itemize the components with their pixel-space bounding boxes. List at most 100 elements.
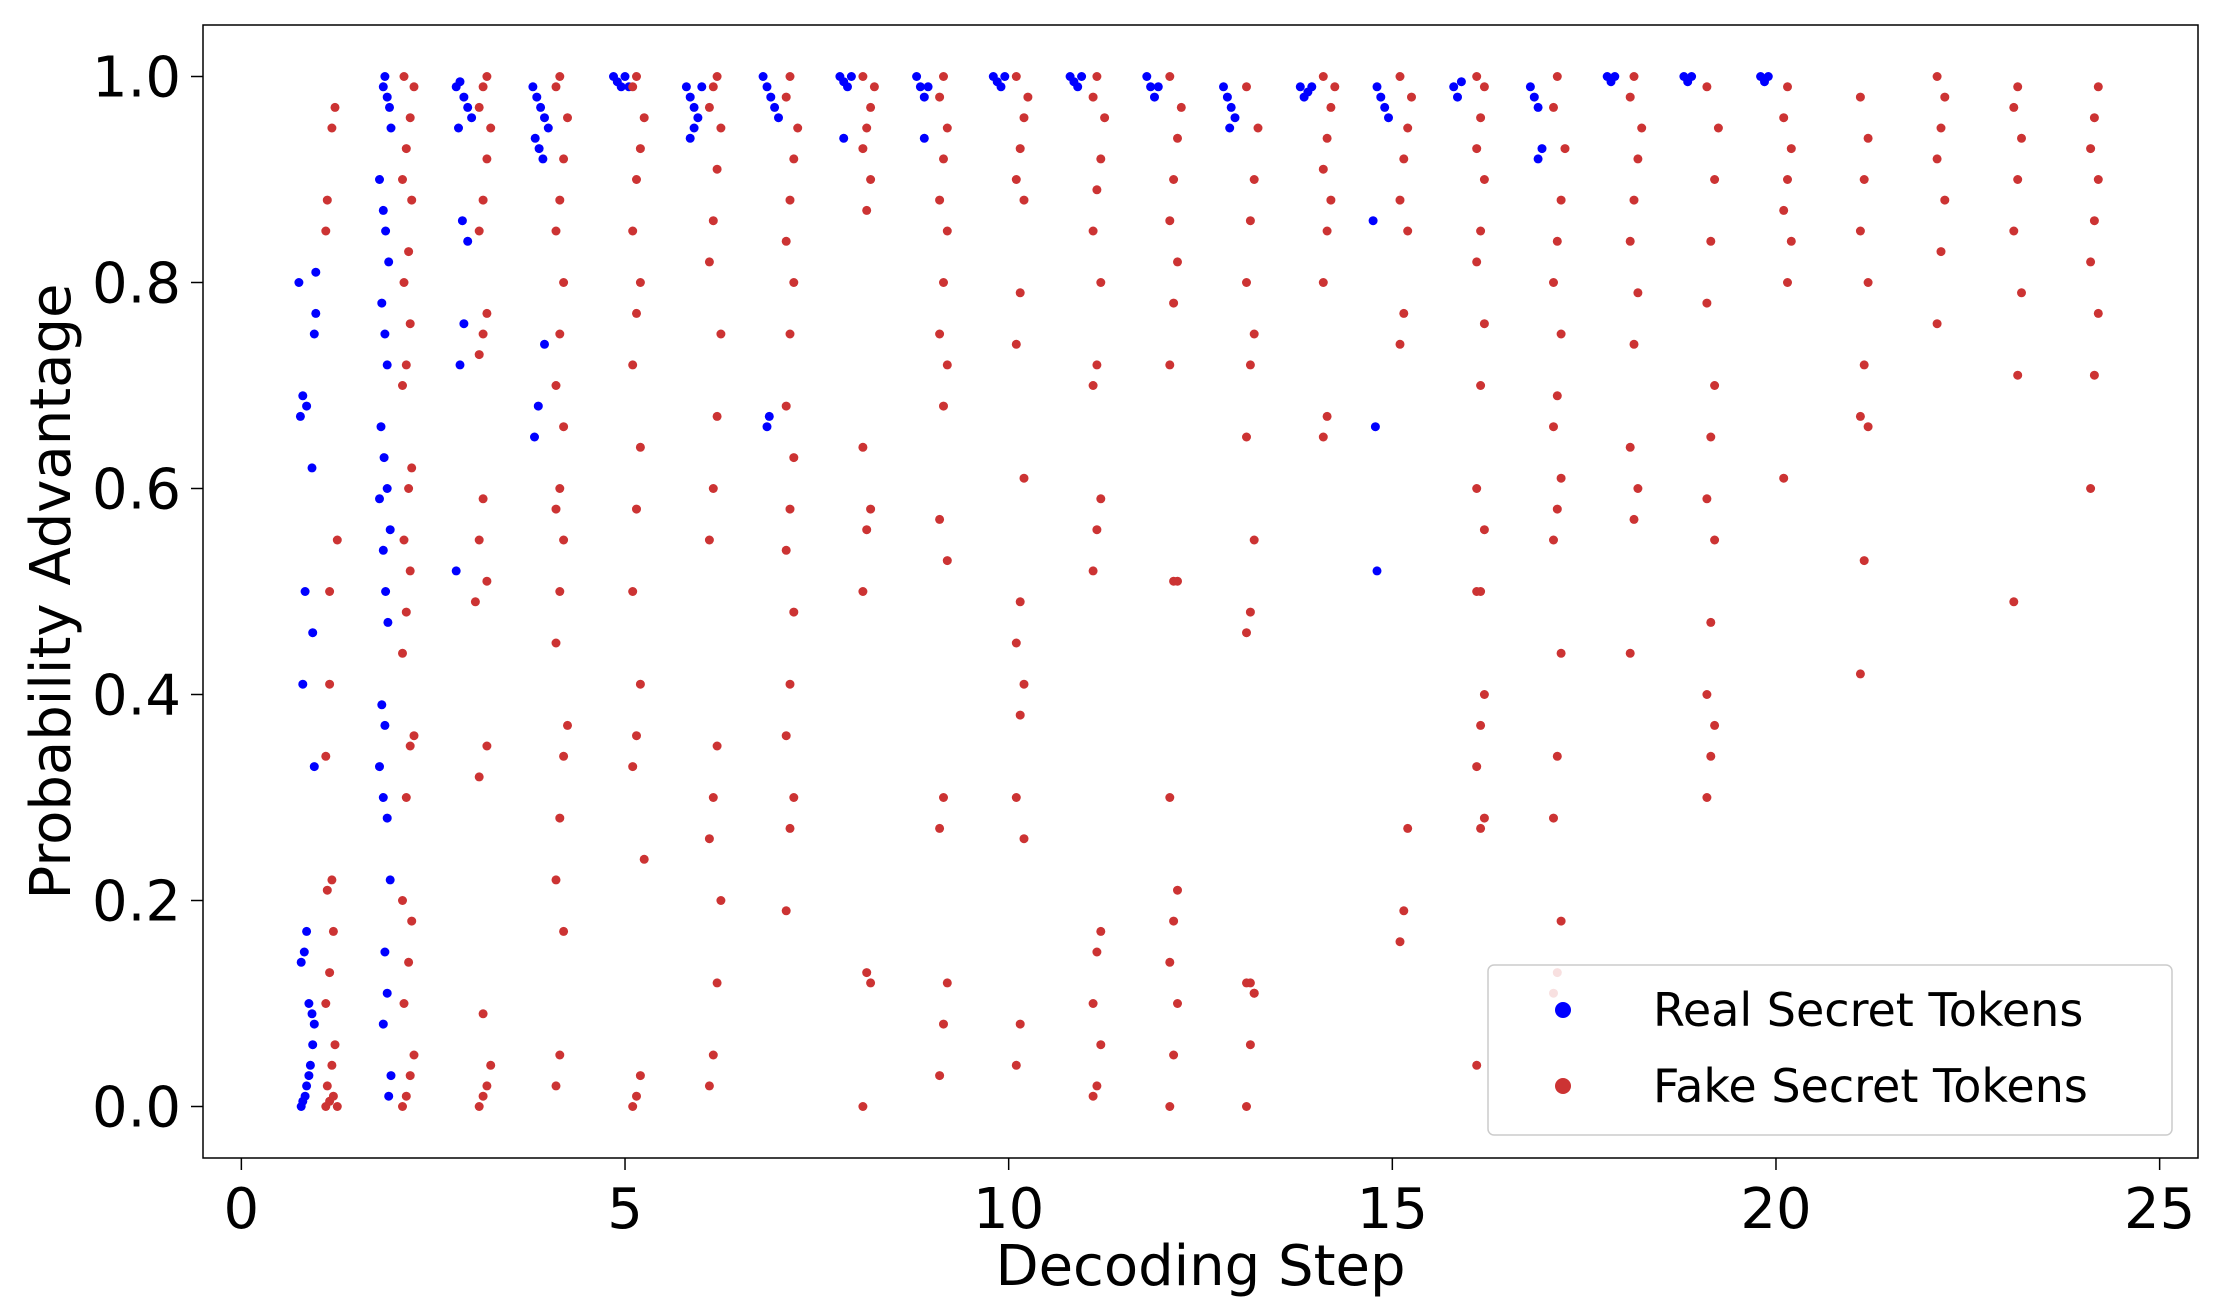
fake-token-point-7 [321, 999, 331, 1008]
fake-token-point-215 [1165, 957, 1175, 967]
real-token-point-17 [309, 329, 319, 339]
fake-token-point-236 [1245, 607, 1255, 617]
fake-token-point-107 [639, 113, 649, 123]
fake-token-point-243 [1249, 175, 1259, 184]
fake-token-point-346 [1863, 133, 1873, 143]
real-token-point-71 [543, 123, 553, 133]
real-token-point-9 [299, 947, 309, 957]
fake-token-point-193 [1011, 72, 1021, 81]
fake-token-point-205 [1096, 278, 1106, 287]
fake-token-point-143 [793, 123, 803, 133]
real-token-point-88 [689, 123, 699, 133]
fake-token-point-367 [2089, 216, 2099, 226]
fake-token-point-358 [2009, 226, 2019, 236]
fake-token-point-303 [1552, 72, 1562, 81]
fake-token-point-90 [555, 72, 565, 81]
real-token-point-73 [534, 144, 544, 154]
fake-token-point-321 [1710, 535, 1720, 545]
fake-token-point-368 [2093, 175, 2103, 184]
fake-token-point-179 [1019, 834, 1029, 844]
real-token-point-4 [304, 1071, 314, 1081]
fake-token-point-356 [2013, 370, 2023, 380]
fake-token-point-106 [635, 144, 645, 154]
fake-token-point-113 [716, 896, 726, 905]
real-token-point-120 [1222, 92, 1232, 102]
real-token-point-83 [681, 82, 691, 92]
fake-token-point-188 [1019, 195, 1029, 205]
legend-marker-real [1555, 1002, 1571, 1018]
fake-token-point-58 [470, 597, 480, 607]
fake-token-point-240 [1249, 329, 1259, 339]
fake-token-point-78 [559, 535, 569, 545]
fake-token-point-31 [398, 648, 407, 658]
real-token-point-140 [1533, 102, 1543, 112]
fake-token-point-249 [1322, 226, 1332, 236]
fake-token-point-190 [1015, 144, 1025, 154]
fake-token-point-112 [712, 978, 722, 988]
fake-token-point-338 [1855, 669, 1865, 679]
fake-token-point-26 [407, 916, 417, 926]
real-token-point-75 [533, 401, 543, 411]
legend-label-real: Real Secret Tokens [1653, 983, 2083, 1037]
real-token-point-102 [912, 72, 922, 81]
fake-token-point-281 [1479, 175, 1489, 184]
fake-token-point-261 [1403, 226, 1413, 236]
real-token-point-43 [381, 587, 391, 596]
fake-token-point-117 [704, 535, 714, 545]
real-token-point-33 [384, 257, 394, 267]
fake-token-point-69 [551, 1081, 561, 1091]
fake-token-point-108 [628, 82, 638, 92]
legend-marker-fake [1555, 1078, 1571, 1094]
fake-token-point-51 [486, 1060, 496, 1070]
fake-token-point-322 [1702, 494, 1712, 504]
real-token-point-18 [311, 308, 321, 318]
fake-token-point-361 [2009, 102, 2019, 112]
real-token-point-87 [685, 133, 695, 143]
fake-token-point-77 [555, 587, 565, 596]
fake-token-point-130 [789, 793, 799, 802]
real-token-point-128 [1372, 82, 1382, 92]
fake-token-point-96 [632, 731, 641, 741]
real-token-point-42 [378, 545, 388, 555]
x-tick-label-1: 5 [607, 1177, 643, 1242]
fake-token-point-224 [1165, 216, 1175, 226]
real-token-point-50 [385, 875, 395, 885]
fake-token-point-22 [405, 1071, 415, 1081]
fake-token-point-75 [563, 720, 572, 730]
x-tick-label-4: 20 [1740, 1177, 1811, 1242]
fake-token-point-180 [1011, 793, 1021, 802]
fake-token-point-48 [474, 1102, 484, 1111]
real-token-point-20 [294, 278, 304, 287]
fake-token-point-274 [1476, 587, 1486, 596]
fake-token-point-87 [559, 154, 569, 164]
real-token-point-90 [758, 72, 768, 81]
fake-token-point-10 [322, 885, 332, 895]
real-token-point-57 [455, 77, 465, 87]
fake-token-point-238 [1242, 432, 1251, 442]
fake-token-point-350 [1940, 195, 1950, 205]
fake-token-point-80 [555, 484, 565, 493]
fake-token-point-39 [405, 319, 415, 329]
fake-token-point-20 [398, 1102, 407, 1111]
fake-token-point-132 [785, 679, 795, 689]
real-token-point-35 [380, 329, 390, 339]
fake-token-point-194 [1088, 1091, 1098, 1101]
fake-token-point-43 [398, 175, 407, 184]
legend-label-fake: Fake Secret Tokens [1653, 1059, 2088, 1113]
fake-token-point-328 [1713, 123, 1723, 133]
real-token-point-110 [1000, 72, 1010, 81]
fake-token-point-336 [1779, 113, 1789, 123]
fake-token-point-305 [1629, 514, 1639, 524]
fake-token-point-192 [1023, 92, 1033, 102]
fake-token-point-248 [1318, 278, 1328, 287]
real-token-point-21 [308, 628, 318, 638]
fake-token-point-175 [935, 92, 945, 102]
fake-token-point-330 [1779, 473, 1789, 483]
fake-token-point-342 [1859, 360, 1869, 370]
fake-token-point-40 [399, 278, 409, 287]
fake-token-point-102 [632, 308, 641, 318]
real-token-point-54 [386, 1071, 396, 1081]
fake-token-point-331 [1783, 278, 1792, 287]
real-token-point-48 [378, 793, 388, 802]
